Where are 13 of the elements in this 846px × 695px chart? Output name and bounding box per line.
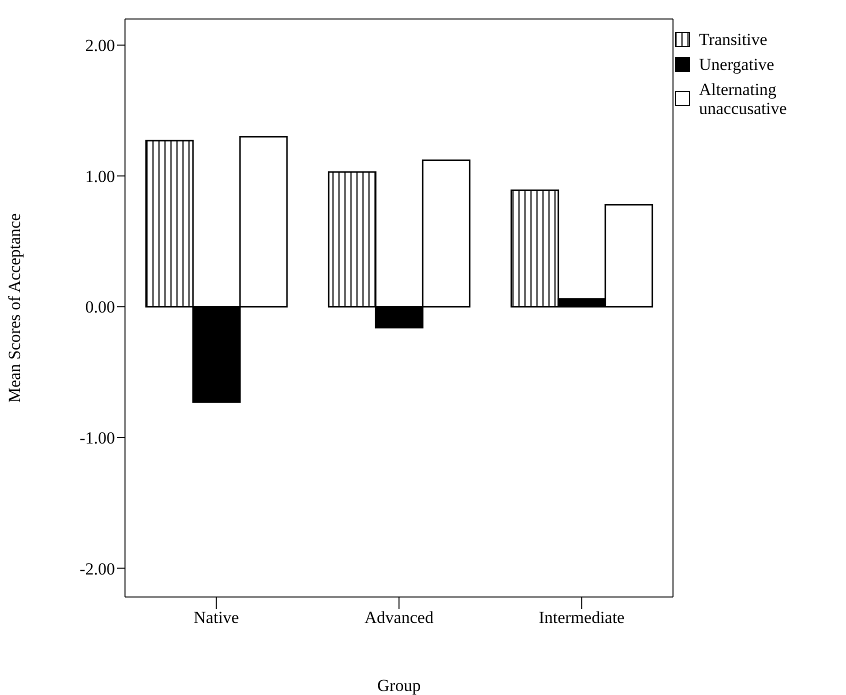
y-tick-label: -1.00 — [80, 428, 115, 448]
y-tick-label: 1.00 — [85, 166, 115, 186]
x-tick-label: Native — [194, 608, 239, 628]
x-axis-title: Group — [377, 676, 421, 695]
y-axis-title: Mean Scores of Acceptance — [5, 213, 24, 403]
x-tick-label: Advanced — [364, 608, 434, 628]
legend-label: Alternating unaccusative — [699, 80, 788, 118]
x-tick-label: Intermediate — [538, 608, 625, 628]
y-tick-label: 2.00 — [85, 36, 115, 56]
legend-label: Unergative — [699, 55, 776, 74]
y-tick-label: -2.00 — [80, 559, 115, 578]
legend-label: Transitive — [699, 30, 768, 49]
y-tick-label: 0.00 — [85, 298, 115, 317]
